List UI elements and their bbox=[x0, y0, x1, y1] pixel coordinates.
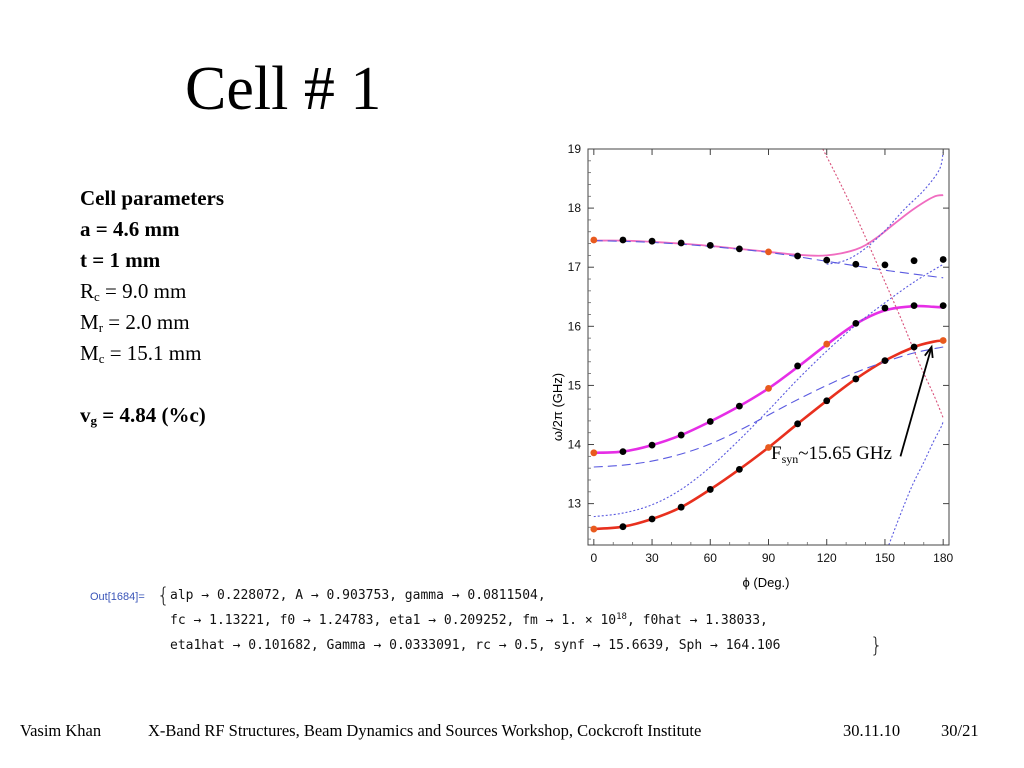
fsyn-arrow-head bbox=[924, 344, 934, 359]
data-point-30 bbox=[706, 241, 714, 249]
x-tick-label-6: 180 bbox=[933, 551, 953, 565]
param-mc: Mc = 15.1 mm bbox=[80, 341, 202, 366]
data-point-17 bbox=[706, 418, 714, 425]
out-label: Out[1684]= bbox=[90, 591, 145, 603]
data-point-25 bbox=[939, 302, 947, 310]
data-point-32 bbox=[765, 248, 772, 256]
data-point-13 bbox=[590, 449, 598, 457]
data-point-23 bbox=[881, 304, 889, 312]
x-tick-label-3: 90 bbox=[762, 551, 776, 565]
data-point-16 bbox=[677, 431, 685, 439]
fsyn-annotation: Fsyn~15.65 GHz bbox=[771, 443, 892, 466]
close-brace: } bbox=[870, 633, 883, 657]
y-tick-label-2: 15 bbox=[568, 378, 582, 392]
data-point-31 bbox=[735, 245, 743, 253]
curve-solid-magenta-1 bbox=[593, 304, 944, 455]
data-point-27 bbox=[619, 236, 627, 244]
data-point-15 bbox=[648, 441, 656, 449]
data-point-35 bbox=[852, 260, 860, 268]
x-tick-label-4: 120 bbox=[817, 551, 837, 565]
data-point-37 bbox=[910, 257, 918, 265]
params-heading: Cell parameters bbox=[80, 186, 225, 210]
dispersion-chart-svg: ω/2π (GHz) ϕ (Deg.) 0 30 60 90 120 150 180 13 14… bbox=[550, 142, 954, 590]
curve-dotted-blue-7 bbox=[888, 420, 944, 546]
data-point-36 bbox=[881, 261, 889, 269]
data-point-21 bbox=[823, 340, 831, 348]
data-point-34 bbox=[823, 256, 831, 264]
footer-event: X-Band RF Structures, Beam Dynamics and … bbox=[148, 721, 702, 740]
footer-page: 30/21 bbox=[941, 721, 979, 740]
data-point-4 bbox=[706, 486, 714, 493]
param-a: a = 4.6 mm bbox=[80, 217, 180, 241]
curve-dashed-blue-4 bbox=[593, 240, 944, 279]
y-tick-label-5: 18 bbox=[568, 201, 582, 215]
dispersion-chart: ω/2π (GHz) ϕ (Deg.) 0 30 60 90 120 150 180 13 14… bbox=[540, 140, 960, 595]
footer-author: Vasim Khan bbox=[20, 721, 102, 740]
param-t: t = 1 mm bbox=[80, 248, 161, 272]
data-point-26 bbox=[590, 236, 598, 244]
curve-dotted-red-8 bbox=[822, 148, 944, 419]
data-point-18 bbox=[735, 402, 743, 410]
y-tick-label-0: 13 bbox=[568, 497, 582, 511]
param-mr: Mr = 2.0 mm bbox=[80, 310, 190, 335]
data-point-29 bbox=[677, 239, 685, 247]
data-point-10 bbox=[881, 357, 889, 364]
data-point-5 bbox=[735, 465, 743, 473]
data-point-12 bbox=[939, 337, 947, 344]
x-tick-label-0: 0 bbox=[590, 551, 597, 565]
y-tick-label-4: 17 bbox=[568, 260, 582, 274]
data-point-24 bbox=[910, 302, 918, 310]
data-point-28 bbox=[648, 237, 656, 245]
data-point-1 bbox=[619, 523, 627, 531]
data-point-7 bbox=[794, 420, 802, 428]
output-line-3: eta1hat → 0.101682, Gamma → 0.0333091, r… bbox=[170, 638, 781, 653]
param-rc: Rc = 9.0 mm bbox=[80, 279, 187, 304]
data-point-3 bbox=[677, 503, 685, 511]
data-point-22 bbox=[852, 319, 860, 327]
output-line-1: alp → 0.228072, A → 0.903753, gamma → 0.… bbox=[170, 588, 546, 603]
cell-parameters: Cell parameters a = 4.6 mm t = 1 mm Rc =… bbox=[80, 183, 224, 431]
param-vg: vg = 4.84 (%c) bbox=[80, 403, 206, 428]
data-point-6 bbox=[765, 444, 772, 451]
data-point-19 bbox=[765, 384, 772, 392]
data-point-38 bbox=[939, 256, 947, 263]
data-point-0 bbox=[590, 525, 598, 533]
x-axis-label: ϕ (Deg.) bbox=[742, 575, 789, 590]
x-tick-label-2: 60 bbox=[704, 551, 718, 565]
data-point-11 bbox=[910, 343, 918, 351]
y-tick-label-1: 14 bbox=[568, 438, 582, 452]
output-line-2: fc → 1.13221, f0 → 1.24783, eta1 → 0.209… bbox=[170, 612, 768, 629]
y-tick-label-6: 19 bbox=[568, 142, 582, 156]
x-tick-label-1: 30 bbox=[645, 551, 659, 565]
fsyn-arrow-shaft bbox=[899, 346, 933, 457]
y-tick-label-3: 16 bbox=[568, 319, 582, 333]
data-point-9 bbox=[852, 375, 860, 383]
footer-date: 30.11.10 bbox=[843, 721, 901, 740]
open-brace: { bbox=[157, 583, 170, 607]
data-point-8 bbox=[823, 397, 831, 405]
x-tick-label-5: 150 bbox=[875, 551, 895, 565]
curve-solid-pink-2 bbox=[593, 194, 944, 257]
data-point-20 bbox=[794, 362, 802, 370]
slide-title: Cell # 1 bbox=[185, 55, 382, 123]
curve-solid-red-0 bbox=[593, 339, 944, 531]
plot-frame bbox=[587, 148, 950, 546]
data-point-14 bbox=[619, 448, 627, 456]
curve-dotted-blue-6 bbox=[826, 151, 944, 265]
curve-dotted-blue-5 bbox=[593, 263, 944, 518]
data-point-33 bbox=[794, 252, 802, 260]
y-axis-label: ω/2π (GHz) bbox=[550, 373, 565, 441]
data-point-2 bbox=[648, 515, 656, 523]
